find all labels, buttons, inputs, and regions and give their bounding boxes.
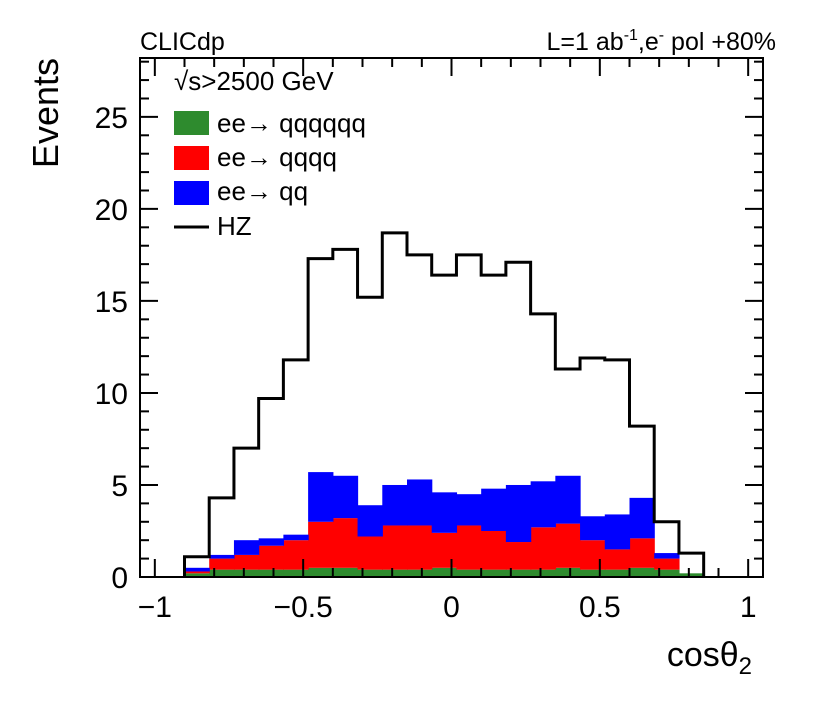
legend-header: √s>2500 GeV [174,66,334,96]
bar-3-bin-2 [209,554,235,559]
bar-1-bin-20 [654,569,680,577]
y-tick-label: 15 [95,286,128,319]
bar-3-bin-13 [481,488,507,531]
bar-3-bin-1 [184,567,210,572]
bar-2-bin-15 [530,527,556,570]
y-tick-label: 20 [95,194,128,227]
bar-3-bin-11 [431,492,458,533]
x-tick-label: 0 [443,591,460,624]
bar-1-bin-6 [308,567,334,577]
bar-2-bin-4 [258,545,284,570]
legend-label-qq: ee→ qq [217,176,308,206]
hz-line-group [183,231,706,577]
legend-swatch-qqqqqq [174,111,209,135]
bar-3-bin-9 [382,484,408,526]
bar-1-bin-17 [580,569,606,577]
bar-1-bin-2 [209,569,235,577]
bar-1-bin-4 [258,569,284,577]
stacked-fills [184,472,705,577]
bar-1-bin-8 [357,569,383,577]
x-tick-label: 1 [740,591,757,624]
x-tick-label: −0.5 [274,591,333,624]
bar-2-bin-13 [481,530,507,570]
bar-2-bin-19 [629,538,655,568]
bar-2-bin-7 [332,518,359,568]
x-tick-label: −1 [138,591,172,624]
legend-swatch-qqqq [174,146,209,170]
y-tick-labels: 0 5 10 15 20 25 [95,102,128,595]
bar-2-bin-10 [407,525,433,570]
x-axis-label-sub: 2 [739,653,752,680]
bar-3-bin-16 [555,475,581,524]
bar-3-bin-4 [258,538,284,546]
bar-1-bin-18 [604,569,631,577]
legend-label-hz: HZ [217,211,252,241]
bar-3-bin-10 [407,479,433,526]
bar-1-bin-14 [505,569,532,577]
bar-2-bin-1 [184,571,210,574]
bar-2-bin-12 [456,525,482,570]
bar-3-bin-12 [456,494,482,526]
hz-histogram-line [183,231,706,577]
bar-3-bin-8 [357,505,383,537]
y-tick-label: 0 [111,562,128,595]
header-pol: pol +80% [664,28,776,56]
bar-2-bin-2 [209,558,235,570]
bar-3-bin-3 [233,540,260,555]
bar-1-bin-19 [629,567,655,577]
header-right: L=1 ab-1,e- pol +80% [547,27,776,56]
legend-label-qqqqqq: ee→ qqqqqq [217,108,366,138]
bar-1-bin-15 [530,569,556,577]
bar-2-bin-8 [357,536,383,570]
header-left: CLICdp [140,28,225,56]
axis-ticks [140,58,763,578]
bar-3-bin-17 [580,516,606,541]
bar-2-bin-14 [505,542,532,570]
bar-3-bin-14 [505,484,532,543]
legend-label-qqqq: ee→ qqqq [217,142,337,172]
bar-1-bin-12 [456,569,482,577]
y-tick-label: 5 [111,470,128,503]
bar-2-bin-20 [654,558,680,570]
header-beam: ,e [638,28,659,56]
bar-2-bin-18 [604,549,631,570]
bar-3-bin-15 [530,481,556,528]
bar-3-bin-18 [604,514,631,550]
bar-1-bin-3 [233,569,260,577]
bar-1-bin-5 [283,569,309,577]
bar-1-bin-16 [555,567,581,577]
legend-swatch-qq [174,181,209,205]
bar-2-bin-11 [431,532,458,568]
bar-3-bin-19 [629,497,655,539]
header-lumi: L=1 ab [547,28,624,56]
bar-1-bin-13 [481,569,507,577]
legend: √s>2500 GeV ee→ qqqqqq ee→ qqqq ee→ qq H… [174,66,366,241]
bar-2-bin-6 [308,521,334,568]
x-axis-label: cosθ2 [667,636,752,680]
bar-3-bin-5 [283,534,309,541]
x-tick-labels: −1 −0.5 0 0.5 1 [138,591,757,624]
bar-2-bin-5 [283,540,309,570]
bar-2-bin-3 [233,554,260,570]
bar-3-bin-7 [332,475,359,519]
bar-1-bin-21 [678,573,705,577]
x-axis-label-main: cosθ [667,636,739,674]
bar-1-bin-9 [382,569,408,577]
bar-2-bin-17 [580,540,606,570]
y-tick-label: 10 [95,378,128,411]
header-lumi-sup: -1 [624,27,638,44]
bar-1-bin-10 [407,569,433,577]
bar-3-bin-20 [654,553,680,559]
y-axis-label: Events [25,58,66,168]
bar-2-bin-16 [555,523,581,568]
y-tick-label: 25 [95,102,128,135]
bar-1-bin-1 [184,573,210,577]
header-beam-sup: - [659,27,664,44]
bar-3-bin-6 [308,472,334,522]
bar-1-bin-7 [332,567,359,577]
bar-1-bin-11 [431,567,458,577]
x-tick-label: 0.5 [579,591,621,624]
bar-2-bin-9 [382,525,408,570]
